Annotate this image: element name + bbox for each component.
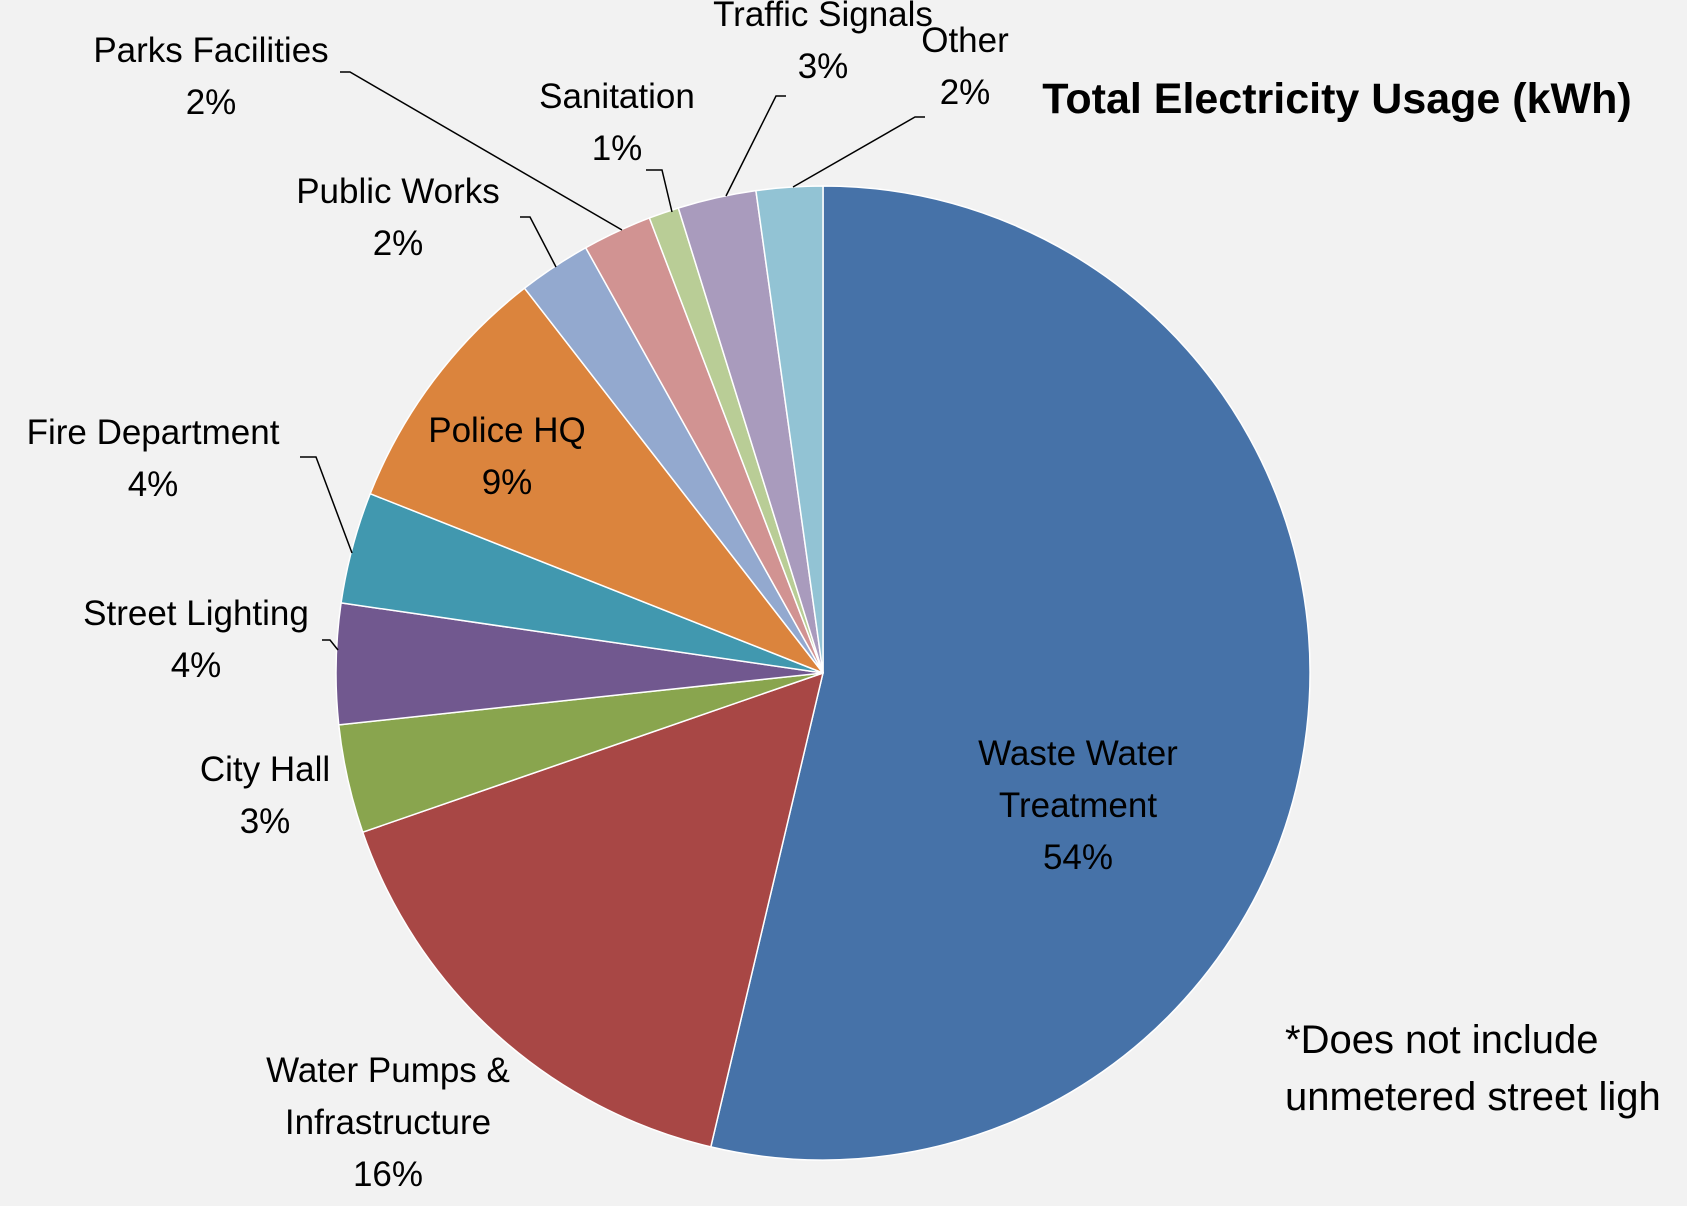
footnote-line-1: *Does not include — [1285, 1018, 1599, 1062]
slice-percent: 3% — [798, 47, 849, 86]
slice-name-line: Treatment — [999, 786, 1157, 825]
slice-label-fire-department: Fire Department 4% — [27, 413, 280, 504]
slice-name-line: Traffic Signals — [713, 0, 933, 34]
pie-slices — [335, 185, 1311, 1161]
pie-slice-waste-water-treatment — [710, 185, 1311, 1161]
slice-label-sanitation: Sanitation 1% — [539, 77, 695, 168]
leader-line-street-lighting — [322, 639, 339, 651]
slice-percent: 54% — [1043, 838, 1113, 877]
slice-name-line: Waste Water — [978, 734, 1178, 773]
slice-label-police-hq: Police HQ 9% — [428, 411, 586, 502]
slice-name-line: City Hall — [200, 750, 330, 789]
slice-percent: 4% — [128, 465, 179, 504]
slice-percent: 2% — [940, 73, 991, 112]
chart-title: Total Electricity Usage (kWh) — [1042, 75, 1631, 123]
slice-label-public-works: Public Works 2% — [296, 172, 500, 263]
slice-name-line: Other — [921, 21, 1009, 60]
slice-name-line: Water Pumps & — [266, 1051, 510, 1090]
leader-line-other — [792, 116, 925, 188]
pie-slice-police-hq — [369, 287, 824, 674]
pie-slice-other — [755, 185, 824, 674]
slice-name-line: Public Works — [296, 172, 500, 211]
slice-label-street-lighting: Street Lighting 4% — [83, 594, 309, 685]
slice-percent: 3% — [240, 802, 291, 841]
pie-slice-water-pumps-and-infrastructure — [362, 672, 824, 1148]
slice-label-waste-water-treatment: Waste Water Treatment 54% — [978, 734, 1178, 877]
slice-name-line: Police HQ — [428, 411, 586, 450]
leader-line-parks-facilities — [340, 71, 623, 231]
footnote: *Does not include unmetered street ligh — [1285, 1018, 1661, 1119]
slice-label-traffic-signals: Traffic Signals 3% — [713, 0, 933, 86]
slice-labels: Waste Water Treatment 54% Water Pumps & Infr… — [27, 0, 1179, 1194]
slice-name-line: Street Lighting — [83, 594, 309, 633]
leader-line-public-works — [520, 216, 557, 268]
slice-percent: 4% — [171, 646, 222, 685]
slice-name-line: Infrastructure — [285, 1103, 491, 1142]
slice-name-line: Fire Department — [27, 413, 280, 452]
slice-percent: 9% — [482, 463, 533, 502]
slice-percent: 1% — [592, 129, 643, 168]
leader-line-sanitation — [646, 169, 673, 213]
leader-line-fire-department — [300, 456, 353, 554]
slice-name-line: Sanitation — [539, 77, 695, 116]
footnote-line-2: unmetered street ligh — [1285, 1075, 1661, 1119]
slice-percent: 16% — [353, 1155, 423, 1194]
leader-line-traffic-signals — [725, 95, 786, 197]
slice-name-line: Parks Facilities — [93, 31, 328, 70]
slice-label-parks-facilities: Parks Facilities 2% — [93, 31, 328, 122]
slice-percent: 2% — [373, 224, 424, 263]
leader-lines — [300, 71, 925, 651]
slice-label-other: Other 2% — [921, 21, 1009, 112]
slice-label-water-pumps-and-infrastructure: Water Pumps & Infrastructure 16% — [266, 1051, 510, 1194]
slice-percent: 2% — [186, 83, 237, 122]
slice-label-city-hall: City Hall 3% — [200, 750, 330, 841]
